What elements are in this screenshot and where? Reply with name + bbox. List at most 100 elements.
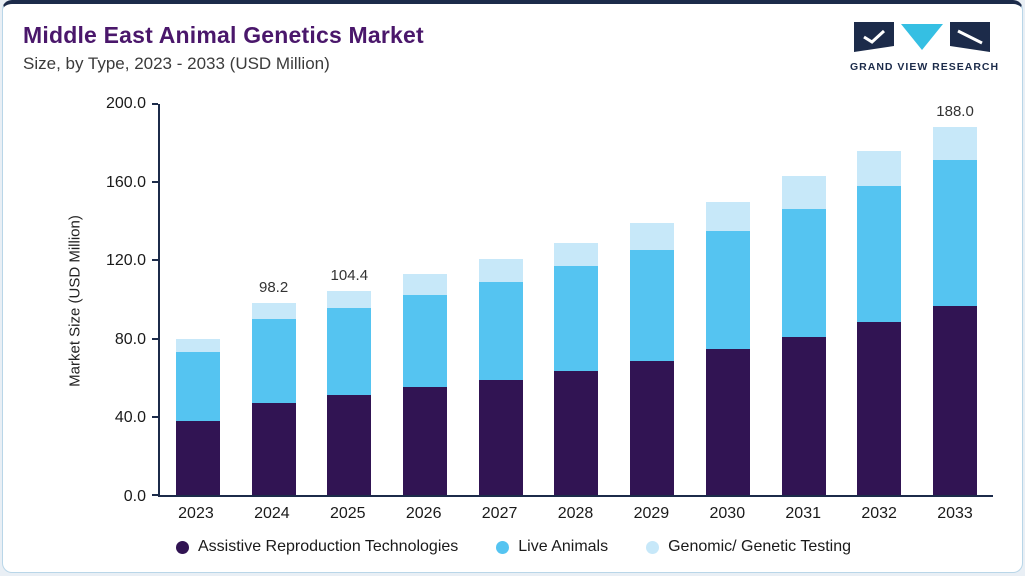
bar-column-2023: [175, 104, 220, 495]
bar-column-2033: 188.0: [933, 103, 978, 495]
legend-label: Live Animals: [518, 538, 609, 555]
legend-item-3: Genomic/ Genetic Testing: [646, 538, 851, 556]
x-tick-label: 2033: [937, 505, 973, 522]
bar-segment-series3: [478, 259, 523, 282]
bar-segment-series1: [857, 321, 902, 495]
plot-area: 98.2 104.4 188.0: [152, 103, 993, 497]
y-tick-mark: [152, 494, 158, 496]
y-tick-label: 200.0: [105, 95, 146, 112]
bar-column-2032: [857, 104, 902, 495]
legend-label: Genomic/ Genetic Testing: [668, 538, 852, 555]
legend-item-1: Assistive Reproduction Technologies: [175, 538, 459, 556]
page-subtitle: Size, by Type, 2023 - 2033 (USD Million): [23, 54, 330, 73]
bar-column-2024: 98.2: [251, 104, 296, 495]
bar-segment-series3: [251, 303, 296, 320]
x-tick-label: 2023: [178, 505, 214, 522]
bar-total-label: 104.4: [330, 266, 369, 284]
legend-dot-icon: [646, 540, 660, 554]
x-tick-label: 2031: [785, 505, 821, 522]
bar-column-2029: [630, 104, 675, 495]
brand-logo: GRAND VIEW RESEARCH: [850, 22, 998, 73]
y-tick-mark: [152, 181, 158, 184]
bar-column-2030: [705, 104, 750, 495]
y-axis-ticks: 200.0 160.0 120.0 80.0 40.0 0.0: [3, 95, 146, 505]
x-tick-label: 2032: [861, 505, 897, 522]
bar-stack: [857, 104, 902, 495]
bar-stack: [251, 104, 296, 495]
bar-segment-series3: [554, 242, 599, 267]
bar-segment-series1: [175, 420, 220, 495]
x-tick-label: 2029: [633, 505, 670, 522]
bar-segment-series2: [251, 319, 296, 404]
grand-view-research-logo-icon: [854, 22, 990, 52]
bar-column-2027: [478, 104, 523, 495]
bar-segment-series2: [630, 249, 675, 362]
bar-segment-series3: [175, 338, 220, 353]
y-tick-mark: [152, 103, 158, 105]
bar-stack: [554, 104, 599, 495]
bar-segment-series2: [705, 231, 750, 350]
bar-segment-series3: [630, 223, 675, 250]
legend-item-2: Live Animals: [496, 538, 608, 556]
y-tick-label: 160.0: [105, 173, 146, 191]
bar-segment-series1: [251, 403, 296, 495]
bar-stack: [630, 104, 675, 495]
bar-segment-series2: [327, 308, 372, 396]
legend-label: Assistive Reproduction Technologies: [197, 538, 459, 555]
y-tick-label: 80.0: [114, 330, 146, 348]
chart-legend: Assistive Reproduction Technologies Live …: [3, 538, 1024, 556]
x-tick-label: 2028: [557, 505, 594, 522]
bar-segment-series3: [933, 127, 978, 160]
bar-segment-series1: [327, 395, 372, 495]
bar-segment-series3: [781, 176, 826, 209]
bar-segment-series2: [933, 159, 978, 307]
bar-segment-series2: [478, 281, 523, 380]
bar-stack: [705, 104, 750, 495]
bar-stack: [478, 104, 523, 495]
x-tick-label: 2027: [481, 505, 518, 522]
bar-column-2026: [403, 104, 448, 495]
bars-container: 98.2 104.4 188.0: [160, 103, 993, 495]
y-tick-mark: [152, 259, 158, 262]
bar-segment-series2: [554, 266, 599, 371]
bar-segment-series2: [403, 294, 448, 388]
bar-stack: [327, 104, 372, 495]
bar-segment-series1: [630, 361, 675, 495]
bar-segment-series3: [705, 201, 750, 232]
bar-segment-series1: [705, 349, 750, 495]
x-tick-label: 2026: [405, 505, 442, 522]
x-tick-label: 2024: [254, 505, 290, 522]
bar-segment-series1: [554, 370, 599, 495]
bar-total-label: 98.2: [258, 279, 289, 297]
bar-segment-series1: [781, 336, 826, 495]
legend-dot-icon: [496, 540, 510, 554]
y-tick-mark: [152, 337, 158, 340]
bar-stack: [175, 104, 220, 495]
bar-segment-series3: [327, 290, 372, 309]
bar-column-2028: [554, 104, 599, 495]
y-tick-label: 0.0: [123, 488, 146, 505]
bar-total-label: 188.0: [936, 103, 974, 121]
bar-segment-series1: [403, 387, 448, 495]
bar-segment-series3: [403, 274, 448, 295]
bar-segment-series3: [857, 150, 902, 187]
bar-stack: [403, 104, 448, 495]
y-tick-label: 120.0: [105, 252, 146, 270]
x-axis-ticks: 2023 2024 2025 2026 2027 2028 2029 2030 2031 2032…: [158, 505, 993, 523]
bar-segment-series2: [857, 186, 902, 322]
bar-segment-series1: [478, 379, 523, 495]
bar-column-2025: 104.4: [327, 104, 372, 495]
x-tick-label: 2030: [709, 505, 746, 522]
page-title: Middle East Animal Genetics Market: [23, 22, 424, 48]
legend-dot-icon: [175, 540, 189, 554]
x-tick-label: 2025: [329, 505, 366, 522]
bar-stack: [933, 104, 978, 495]
bar-segment-series1: [933, 306, 978, 495]
bar-segment-series2: [175, 352, 220, 421]
brand-name: GRAND VIEW RESEARCH: [850, 61, 1000, 73]
y-tick-label: 40.0: [114, 409, 146, 427]
bar-stack: [781, 104, 826, 495]
bar-column-2031: [781, 104, 826, 495]
bar-segment-series2: [781, 208, 826, 337]
